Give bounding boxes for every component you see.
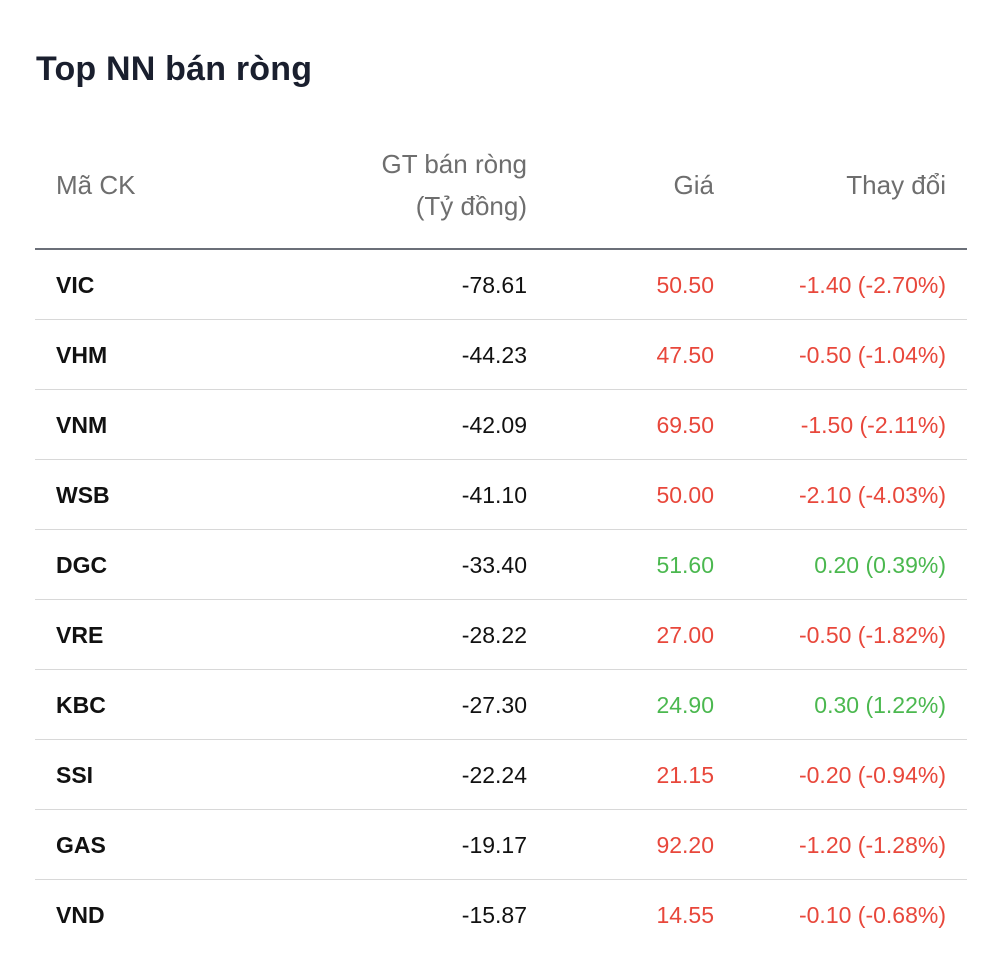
price: 69.50 xyxy=(656,412,714,438)
widget-title: Top NN bán ròng xyxy=(36,50,313,88)
price-change: -0.50 (-1.82%) xyxy=(798,622,946,648)
stock-symbol[interactable]: VND xyxy=(56,902,105,928)
table-row[interactable]: GAS -19.17 92.20 -1.20 (-1.28%) xyxy=(35,810,967,880)
net-sell-table: Mã CK GT bán ròng (Tỷ đồng) Giá Thay đổi… xyxy=(35,140,967,949)
net-sell-value: -22.24 xyxy=(461,762,527,788)
table-row[interactable]: VNM -42.09 69.50 -1.50 (-2.11%) xyxy=(35,390,967,460)
price: 47.50 xyxy=(656,342,714,368)
stock-symbol[interactable]: SSI xyxy=(56,762,94,788)
net-sell-value: -78.61 xyxy=(461,272,527,298)
net-sell-value: -33.40 xyxy=(461,552,527,578)
table-row[interactable]: KBC -27.30 24.90 0.30 (1.22%) xyxy=(35,670,967,740)
net-sell-value: -41.10 xyxy=(461,482,527,508)
net-sell-value: -15.87 xyxy=(461,902,527,928)
table-row[interactable]: VRE -28.22 27.00 -0.50 (-1.82%) xyxy=(35,600,967,670)
price-change: -1.40 (-2.70%) xyxy=(798,272,946,298)
net-sell-value: -19.17 xyxy=(461,832,527,858)
price-change: -0.20 (-0.94%) xyxy=(798,762,946,788)
stock-symbol[interactable]: GAS xyxy=(56,832,106,858)
header-symbol[interactable]: Mã CK xyxy=(56,170,136,200)
price: 50.00 xyxy=(656,482,714,508)
price: 51.60 xyxy=(656,552,714,578)
header-net-sell-value[interactable]: GT bán ròng (Tỷ đồng) xyxy=(381,143,527,227)
stock-symbol[interactable]: VHM xyxy=(56,342,108,368)
price-change: -0.10 (-0.68%) xyxy=(798,902,946,928)
table-header: Mã CK GT bán ròng (Tỷ đồng) Giá Thay đổi xyxy=(35,140,967,250)
table-row[interactable]: VND -15.87 14.55 -0.10 (-0.68%) xyxy=(35,880,967,949)
header-change[interactable]: Thay đổi xyxy=(846,170,946,200)
table-row[interactable]: VHM -44.23 47.50 -0.50 (-1.04%) xyxy=(35,320,967,390)
price-change: 0.20 (0.39%) xyxy=(814,552,946,578)
price: 92.20 xyxy=(656,832,714,858)
stock-symbol[interactable]: DGC xyxy=(56,552,108,578)
price: 14.55 xyxy=(656,902,714,928)
header-net-sell-value-line1: GT bán ròng xyxy=(381,149,527,179)
stock-symbol[interactable]: VIC xyxy=(56,272,95,298)
price-change: -0.50 (-1.04%) xyxy=(798,342,946,368)
net-sell-value: -44.23 xyxy=(461,342,527,368)
table-row[interactable]: WSB -41.10 50.00 -2.10 (-4.03%) xyxy=(35,460,967,530)
price: 24.90 xyxy=(656,692,714,718)
price: 50.50 xyxy=(656,272,714,298)
price: 21.15 xyxy=(656,762,714,788)
price-change: 0.30 (1.22%) xyxy=(814,692,946,718)
net-sell-value: -27.30 xyxy=(461,692,527,718)
price-change: -2.10 (-4.03%) xyxy=(798,482,946,508)
table-row[interactable]: VIC -78.61 50.50 -1.40 (-2.70%) xyxy=(35,250,967,320)
header-price[interactable]: Giá xyxy=(673,170,714,200)
table-row[interactable]: SSI -22.24 21.15 -0.20 (-0.94%) xyxy=(35,740,967,810)
stock-symbol[interactable]: VNM xyxy=(56,412,108,438)
table-body: VIC -78.61 50.50 -1.40 (-2.70%) VHM -44.… xyxy=(35,250,967,949)
table-row[interactable]: DGC -33.40 51.60 0.20 (0.39%) xyxy=(35,530,967,600)
net-sell-value: -42.09 xyxy=(461,412,527,438)
net-sell-value: -28.22 xyxy=(461,622,527,648)
price-change: -1.20 (-1.28%) xyxy=(798,832,946,858)
price: 27.00 xyxy=(656,622,714,648)
header-net-sell-value-unit: (Tỷ đồng) xyxy=(415,191,527,221)
price-change: -1.50 (-2.11%) xyxy=(800,412,946,438)
stock-symbol[interactable]: WSB xyxy=(56,482,110,508)
stock-symbol[interactable]: VRE xyxy=(56,622,104,648)
stock-symbol[interactable]: KBC xyxy=(56,692,106,718)
